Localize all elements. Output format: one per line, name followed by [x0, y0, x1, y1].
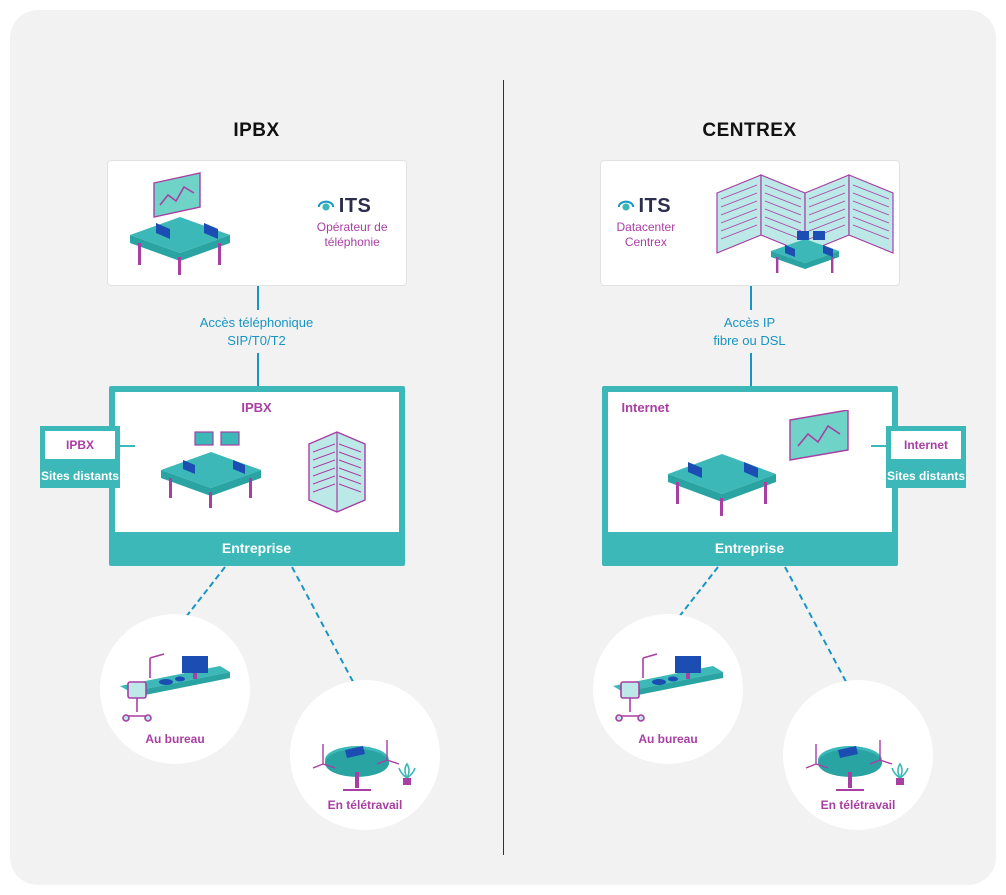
bubble-office-label: Au bureau [638, 732, 697, 746]
telework-icon [305, 720, 425, 798]
enterprise-illustration-right [614, 410, 894, 526]
its-label: ITS [639, 195, 672, 218]
bubble-office-right: Au bureau [593, 614, 743, 764]
bubble-telework-left: En télétravail [290, 680, 440, 830]
its-datacenter-block: ITS Datacenter Centrex [617, 195, 676, 250]
its-eye-icon [617, 198, 635, 216]
bubble-office-label: Au bureau [145, 732, 204, 746]
enterprise-box-left: IPBX [109, 386, 405, 566]
office-desk-icon [603, 652, 733, 732]
dash-to-remote-right [784, 567, 851, 692]
its-label: ITS [339, 195, 372, 218]
datacenter-illustration [707, 165, 897, 283]
remote-sites-right: Internet Sites distants [886, 426, 966, 488]
enterprise-inner-left: IPBX [115, 392, 399, 532]
datacenter-card: ITS Datacenter Centrex [600, 160, 900, 286]
its-subtitle: Datacenter Centrex [617, 220, 676, 250]
title-ipbx: IPBX [10, 120, 503, 142]
remote-connector-left [120, 445, 135, 447]
remote-box-label: IPBX [40, 426, 120, 464]
enterprise-footer-left: Entreprise [115, 532, 399, 556]
title-centrex: CENTREX [503, 120, 996, 142]
its-operator-block: ITS Opérateur de téléphonie [317, 195, 388, 250]
remote-connector-right [871, 445, 886, 447]
enterprise-illustration-left [121, 418, 401, 528]
bubble-office-left: Au bureau [100, 614, 250, 764]
operator-card: ITS Opérateur de téléphonie [107, 160, 407, 286]
its-logo: ITS [617, 195, 676, 218]
bubble-telework-label: En télétravail [821, 798, 896, 812]
remote-box-label: Internet [886, 426, 966, 464]
bubble-telework-label: En télétravail [328, 798, 403, 812]
its-logo: ITS [317, 195, 388, 218]
dash-to-remote-left [291, 567, 358, 692]
column-ipbx: IPBX [10, 10, 503, 885]
link-label-left: Accès téléphonique SIP/T0/T2 [186, 310, 327, 353]
enterprise-inner-title: IPBX [115, 400, 399, 415]
bubble-telework-right: En télétravail [783, 680, 933, 830]
remote-sub-label: Sites distants [886, 464, 966, 488]
office-desk-icon [110, 652, 240, 732]
column-centrex: CENTREX ITS Datacenter Centrex [503, 10, 996, 885]
meeting-illustration [112, 169, 272, 279]
its-subtitle: Opérateur de téléphonie [317, 220, 388, 250]
remote-sites-left: IPBX Sites distants [40, 426, 120, 488]
enterprise-inner-right: Internet [608, 392, 892, 532]
diagram-canvas: IPBX [10, 10, 996, 885]
its-eye-icon [317, 198, 335, 216]
telework-icon [798, 720, 918, 798]
enterprise-footer-right: Entreprise [608, 532, 892, 556]
enterprise-box-right: Internet [602, 386, 898, 566]
remote-sub-label: Sites distants [40, 464, 120, 488]
link-label-right: Accès IP fibre ou DSL [699, 310, 799, 353]
